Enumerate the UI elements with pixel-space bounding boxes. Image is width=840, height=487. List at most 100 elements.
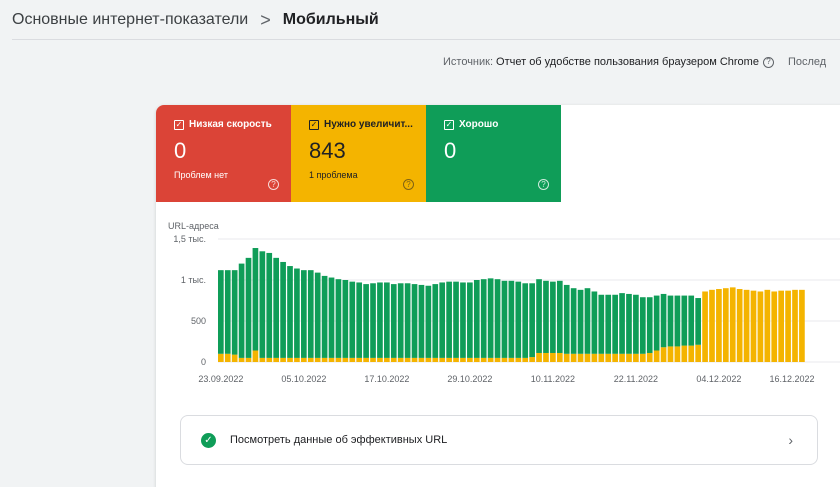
view-good-urls-button[interactable]: ✓ Посмотреть данные об эффективных URL › [180, 415, 818, 465]
bar-segment [397, 357, 404, 362]
bar-segment [563, 284, 570, 354]
help-circle-icon[interactable]: ? [268, 179, 279, 190]
bar-segment [273, 357, 280, 362]
tile-label: Хорошо [459, 119, 499, 130]
bar-segment [494, 279, 501, 358]
report-card: ✓ Низкая скорость 0 Проблем нет ? ✓ Нужн… [156, 105, 840, 487]
bar-segment [639, 297, 646, 354]
bar-segment [218, 353, 224, 362]
bar-segment [287, 266, 293, 358]
bar-segment [342, 357, 349, 362]
bar-segment [605, 353, 612, 362]
x-tick-label: 16.12.2022 [769, 374, 814, 384]
bar-segment [619, 293, 625, 354]
breadcrumb: Основные интернет-показатели > Мобильный [0, 0, 840, 40]
bar-segment [543, 352, 549, 362]
bar-segment [411, 357, 418, 362]
x-tick-label: 10.11.2022 [531, 374, 575, 384]
bar-segment [349, 357, 356, 362]
bar-segment [224, 270, 231, 354]
bar-segment [681, 345, 688, 362]
bar-segment [307, 270, 314, 358]
bar-segment [750, 290, 757, 362]
bar-segment [695, 298, 701, 345]
bar-segment [598, 353, 605, 362]
bar-segment [370, 357, 376, 362]
bar-segment [432, 284, 439, 358]
bar-segment [757, 291, 764, 362]
bar-segment [245, 357, 252, 362]
bar-segment [522, 283, 529, 358]
bar-segment [231, 354, 238, 362]
bar-segment [674, 295, 681, 347]
checkbox-checked-icon[interactable]: ✓ [444, 119, 454, 130]
breadcrumb-parent[interactable]: Основные интернет-показатели [12, 11, 249, 28]
bar-segment [508, 280, 515, 358]
bar-segment [619, 353, 625, 362]
bar-segment [411, 284, 418, 358]
bar-segment [508, 357, 515, 362]
bar-segment [473, 357, 480, 362]
bar-segment [342, 280, 349, 358]
y-axis-label: URL-адреса [168, 221, 219, 231]
bar-segment [467, 357, 473, 362]
bar-segment [799, 289, 805, 362]
bar-segment [252, 248, 259, 351]
source-label: Источник: [443, 56, 494, 68]
bar-segment [397, 283, 404, 358]
bar-segment [501, 280, 508, 358]
bar-segment [321, 357, 328, 362]
bar-segment [674, 346, 681, 362]
help-circle-icon[interactable]: ? [762, 56, 774, 68]
bar-segment [473, 280, 480, 358]
bar-segment [231, 270, 238, 355]
checkbox-checked-icon[interactable]: ✓ [309, 119, 319, 130]
bar-segment [612, 353, 618, 362]
bar-segment [294, 268, 300, 358]
y-tick-label: 1 тыс. [181, 275, 206, 285]
bar-segment [425, 285, 432, 358]
bar-segment [363, 357, 369, 362]
bar-segment [550, 352, 556, 362]
bar-segment [390, 284, 397, 358]
tile-needs-improvement[interactable]: ✓ Нужно увеличит... 843 1 проблема ? [291, 105, 426, 202]
tile-poor[interactable]: ✓ Низкая скорость 0 Проблем нет ? [156, 105, 291, 202]
bar-segment [646, 352, 653, 362]
x-tick-label: 22.11.2022 [614, 374, 658, 384]
bar-segment [529, 283, 535, 358]
bar-segment [591, 291, 598, 354]
bar-segment [446, 281, 452, 358]
bar-segment [702, 291, 708, 362]
bar-segment [667, 346, 674, 362]
help-circle-icon[interactable]: ? [403, 179, 414, 190]
bar-segment [639, 353, 646, 362]
bar-segment [335, 357, 342, 362]
bar-segment [743, 289, 750, 362]
bar-segment [377, 282, 383, 358]
bar-segment [536, 352, 542, 362]
bar-segment [453, 357, 459, 362]
bar-segment [439, 282, 446, 358]
bar-segment [722, 288, 729, 362]
bar-segment [764, 289, 771, 362]
chevron-right-icon: › [788, 432, 793, 448]
bar-segment [716, 289, 722, 362]
bar-segment [570, 288, 577, 354]
bar-segment [321, 275, 328, 358]
bar-segment [439, 357, 446, 362]
bar-segment [356, 357, 363, 362]
bar-segment [218, 270, 224, 354]
bar-segment [349, 281, 356, 358]
bar-segment [418, 284, 425, 358]
tile-value: 843 [309, 138, 346, 163]
help-circle-icon[interactable]: ? [538, 179, 549, 190]
bar-segment [384, 282, 390, 358]
bar-segment [709, 289, 715, 362]
x-tick-label: 04.12.2022 [696, 374, 741, 384]
bar-segment [688, 295, 695, 346]
bar-segment [591, 353, 598, 362]
tile-good[interactable]: ✓ Хорошо 0 ? [426, 105, 561, 202]
checkbox-checked-icon[interactable]: ✓ [174, 119, 184, 130]
bar-segment [584, 353, 591, 362]
y-tick-label: 500 [191, 316, 206, 326]
